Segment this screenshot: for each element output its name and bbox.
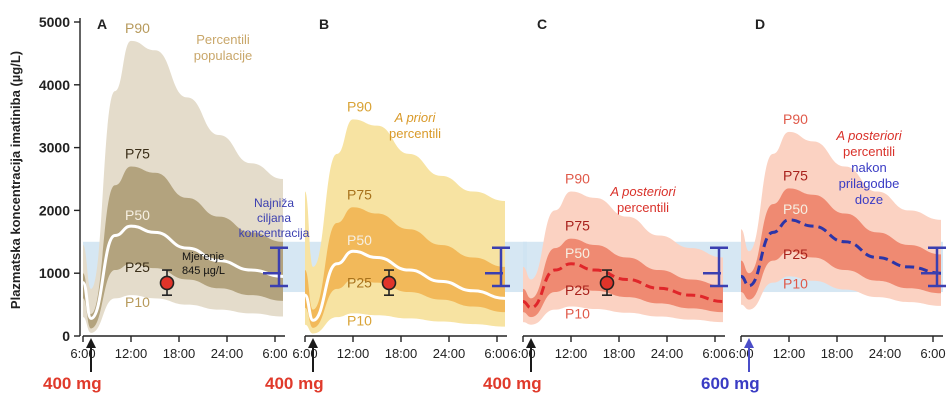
median-line xyxy=(740,218,942,288)
percentile-label-p25: P25 xyxy=(565,282,590,298)
x-tick-label: 12:00 xyxy=(115,346,148,361)
percentile-label-p75: P75 xyxy=(347,186,372,202)
band-p25-p75 xyxy=(741,188,941,300)
measurement-point xyxy=(381,275,397,291)
panel-annotation: populacije xyxy=(194,48,253,63)
y-tick-label: 5000 xyxy=(39,14,70,30)
measurement-label-line: Mjerenje xyxy=(182,251,224,263)
dose-arrow-head xyxy=(744,338,754,348)
panel-letter: D xyxy=(755,16,765,32)
y-tick-label: 1000 xyxy=(39,265,70,281)
panel-letter: C xyxy=(537,16,547,32)
dose-arrow-head xyxy=(86,338,96,348)
panel-annotation: A posteriori xyxy=(609,184,676,199)
x-tick-label: 12:00 xyxy=(555,346,588,361)
panel-annotation: A priori xyxy=(394,110,437,125)
x-tick-label: 12:00 xyxy=(773,346,806,361)
panel-annotation: A posteriori xyxy=(835,128,902,143)
percentile-label-p10: P10 xyxy=(347,312,372,328)
percentile-label-p75: P75 xyxy=(125,145,150,161)
percentile-label-p10: P10 xyxy=(783,275,808,291)
percentile-label-p25: P25 xyxy=(125,259,150,275)
dose-label: 600 mg xyxy=(701,374,760,393)
x-tick-label: 6:00 xyxy=(262,346,287,361)
x-tick-label: 6:00 xyxy=(292,346,317,361)
chart-panels: P90 P75 P50 P25 P10 6:00 12:00 18:00 24:00 6:00 40… xyxy=(43,16,946,393)
percentile-label-p90: P90 xyxy=(347,98,372,114)
x-tick-label: 24:00 xyxy=(211,346,244,361)
percentile-label-p25: P25 xyxy=(347,274,372,290)
panel-annotation: nakon xyxy=(851,160,886,175)
panel-annotation: percentili xyxy=(389,126,441,141)
median-line xyxy=(81,224,284,320)
panel-letter: A xyxy=(97,16,107,32)
measurement-point xyxy=(159,275,175,291)
panel-annotation: Percentili xyxy=(196,32,250,47)
panel-b: P90 P75 P50 P25 P10 6:00 12:00 18:00 24:00 6:00 40… xyxy=(265,16,527,393)
y-tick-label: 3000 xyxy=(39,140,70,156)
y-axis-title: Plazmatska koncentracija imatiniba (µg/L… xyxy=(8,51,23,309)
x-tick-label: 18:00 xyxy=(385,346,418,361)
y-tick-label: 0 xyxy=(62,328,70,344)
panel-a: P90 P75 P50 P25 P10 6:00 12:00 18:00 24:00 6:00 40… xyxy=(43,16,305,393)
panel-c: P90 P75 P50 P25 P10 6:00 12:00 18:00 24:00 6:00 40… xyxy=(483,16,745,393)
panel-annotation: prilagodbe xyxy=(839,176,900,191)
x-tick-label: 24:00 xyxy=(869,346,902,361)
x-tick-label: 24:00 xyxy=(651,346,684,361)
x-tick-label: 6:00 xyxy=(728,346,753,361)
x-tick-label: 6:00 xyxy=(70,346,95,361)
panel-annotation: doze xyxy=(855,192,883,207)
percentile-label-p50: P50 xyxy=(125,207,150,223)
x-tick-label: 6:00 xyxy=(702,346,727,361)
measurement-label: Mjerenje 845 µg/L xyxy=(182,251,225,277)
x-tick-label: 6:00 xyxy=(484,346,509,361)
dose-label: 400 mg xyxy=(483,374,542,393)
percentile-label-p90: P90 xyxy=(125,20,150,36)
panel-letter: B xyxy=(319,16,329,32)
median-line xyxy=(522,262,724,310)
x-tick-label: 6:00 xyxy=(510,346,535,361)
target-label-line: ciljana xyxy=(257,211,291,225)
percentile-label-p90: P90 xyxy=(783,111,808,127)
x-tick-label: 18:00 xyxy=(821,346,854,361)
percentile-label-p25: P25 xyxy=(783,246,808,262)
percentile-label-p90: P90 xyxy=(565,171,590,187)
x-tick-label: 24:00 xyxy=(433,346,466,361)
percentile-label-p75: P75 xyxy=(783,167,808,183)
y-axis: 0 1000 2000 3000 4000 5000 Plazmatska koncentr… xyxy=(8,14,81,344)
y-tick-label: 4000 xyxy=(39,77,70,93)
x-tick-label: 12:00 xyxy=(337,346,370,361)
measurement-label-line: 845 µg/L xyxy=(182,265,225,277)
percentile-label-p10: P10 xyxy=(565,305,590,321)
panel-annotation: percentili xyxy=(843,144,895,159)
target-label-line: koncentracija xyxy=(239,226,310,240)
dose-label: 400 mg xyxy=(265,374,324,393)
x-tick-label: 6:00 xyxy=(920,346,945,361)
dose-arrow-head xyxy=(526,338,536,348)
dose-arrow-head xyxy=(308,338,318,348)
percentile-label-p75: P75 xyxy=(565,218,590,234)
percentile-label-p50: P50 xyxy=(347,232,372,248)
y-tick-label: 2000 xyxy=(39,202,70,218)
x-tick-label: 18:00 xyxy=(163,346,196,361)
percentile-label-p10: P10 xyxy=(125,294,150,310)
x-tick-label: 18:00 xyxy=(603,346,636,361)
panel-annotation: percentili xyxy=(617,200,669,215)
percentile-label-p50: P50 xyxy=(565,245,590,261)
target-label-line: Najniža xyxy=(254,196,294,210)
median-line xyxy=(303,249,506,322)
dose-label: 400 mg xyxy=(43,374,102,393)
measurement-point xyxy=(599,275,615,291)
percentile-label-p50: P50 xyxy=(783,201,808,217)
panel-d: P90 P75 P50 P25 P10 6:00 12:00 18:00 24:00 6:00 60… xyxy=(701,16,946,393)
band-p25-p75 xyxy=(305,207,505,328)
